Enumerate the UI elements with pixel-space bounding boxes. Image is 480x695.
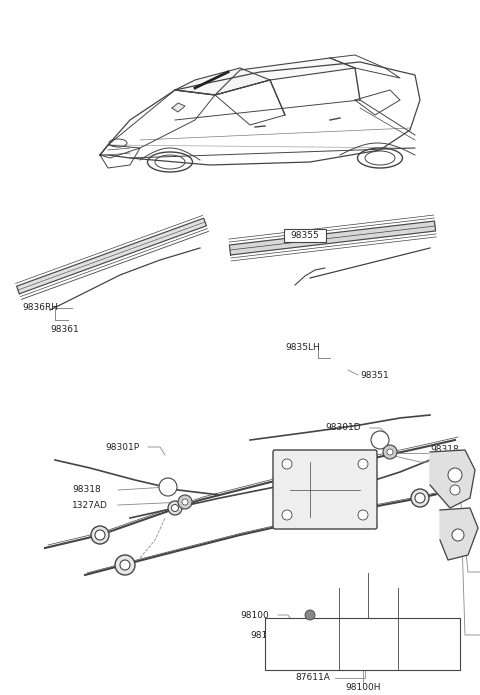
Bar (265, 618, 460, 670)
Text: 98361: 98361 (50, 325, 79, 334)
Circle shape (178, 495, 192, 509)
Circle shape (358, 459, 368, 469)
Text: 98318: 98318 (430, 445, 459, 455)
Text: 98355: 98355 (290, 231, 319, 240)
Text: 98160C: 98160C (250, 630, 285, 639)
Ellipse shape (147, 152, 192, 172)
Text: 98100: 98100 (240, 610, 269, 619)
Text: 1311AA: 1311AA (268, 653, 303, 662)
Text: 98100H: 98100H (345, 683, 381, 692)
Bar (284, 229, 326, 242)
Polygon shape (440, 508, 478, 560)
Text: 9835LH: 9835LH (285, 343, 320, 352)
FancyBboxPatch shape (273, 450, 377, 529)
Circle shape (450, 485, 460, 495)
Ellipse shape (115, 555, 135, 575)
Circle shape (282, 510, 292, 520)
Polygon shape (229, 221, 435, 255)
Polygon shape (175, 68, 270, 95)
Text: 98301D: 98301D (325, 423, 360, 432)
Circle shape (182, 499, 188, 505)
Polygon shape (430, 450, 475, 508)
Ellipse shape (411, 489, 429, 507)
Polygon shape (172, 103, 185, 112)
Text: 98301P: 98301P (105, 443, 139, 452)
Polygon shape (215, 58, 355, 95)
Text: 98351: 98351 (360, 370, 389, 379)
Ellipse shape (168, 501, 182, 515)
Ellipse shape (95, 530, 105, 540)
Circle shape (387, 449, 393, 455)
Circle shape (282, 459, 292, 469)
Ellipse shape (415, 493, 425, 503)
Circle shape (448, 468, 462, 482)
Circle shape (358, 510, 368, 520)
Polygon shape (17, 218, 206, 294)
Ellipse shape (120, 560, 130, 570)
Circle shape (371, 431, 389, 449)
Circle shape (383, 445, 397, 459)
Circle shape (159, 478, 177, 496)
Ellipse shape (358, 148, 403, 168)
Text: 87611A: 87611A (295, 673, 330, 682)
Text: 1327AD: 1327AD (72, 500, 108, 509)
Text: 9836RH: 9836RH (22, 304, 58, 313)
Ellipse shape (91, 526, 109, 544)
Text: 1327AD: 1327AD (430, 461, 466, 470)
Text: 98318: 98318 (72, 486, 101, 495)
Circle shape (452, 529, 464, 541)
Ellipse shape (171, 505, 179, 512)
Circle shape (305, 610, 315, 620)
